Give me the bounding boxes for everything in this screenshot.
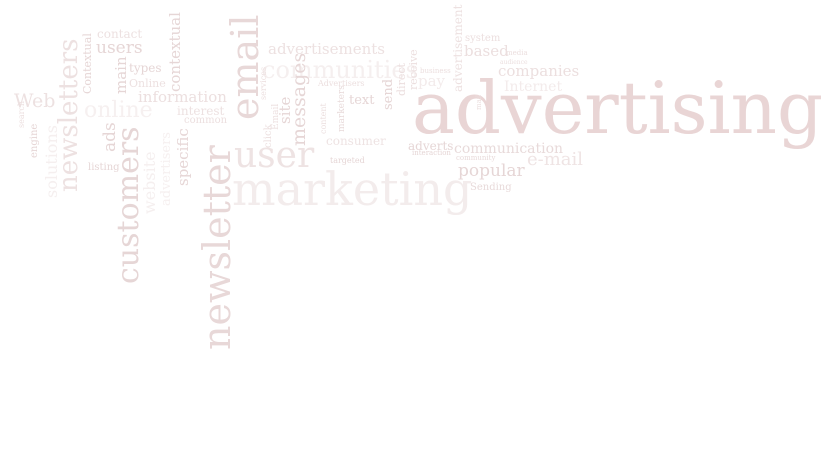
word-direct: direct <box>395 63 408 96</box>
word-audience: audience <box>500 59 528 66</box>
word-contact: contact <box>97 27 143 41</box>
word-targeted: targeted <box>330 156 365 165</box>
word-advertisers: advertisers <box>159 132 174 206</box>
word-common: common <box>184 115 228 126</box>
word-Sending: Sending <box>470 182 512 193</box>
word-popular: popular <box>458 161 525 181</box>
word-business: business <box>420 67 451 75</box>
word-ads: ads <box>100 122 120 152</box>
word-marketing: marketing <box>232 162 473 216</box>
word-content: content <box>319 103 328 134</box>
word-Email: Email <box>271 103 281 130</box>
word-adverts: adverts <box>408 139 454 153</box>
word-send: send <box>381 78 396 110</box>
word-main: main <box>112 56 130 94</box>
word-e-mail: e-mail <box>527 149 584 170</box>
word-pay: pay <box>418 72 446 90</box>
word-engine: engine <box>29 123 40 158</box>
word-advertisement: advertisement <box>451 4 465 92</box>
word-consumer: consumer <box>326 134 386 148</box>
word-Internet: Internet <box>504 79 563 95</box>
word-mail: mail <box>475 94 483 110</box>
word-companies: companies <box>498 62 580 80</box>
word-community: community <box>456 154 496 162</box>
word-information: information <box>138 88 227 106</box>
word-text: text <box>349 93 375 108</box>
word-receive: receive <box>407 49 420 90</box>
word-communities: communities <box>262 56 418 84</box>
word-online: online <box>84 98 153 123</box>
word-newsletter: newsletter <box>195 145 239 350</box>
word-communication: communication <box>454 141 564 157</box>
word-Web: Web <box>14 90 56 112</box>
word-solutions: solutions <box>42 125 61 198</box>
word-website: website <box>140 151 159 214</box>
word-search: search <box>17 100 26 128</box>
word-types: types <box>129 61 162 75</box>
word-users: users <box>96 38 143 58</box>
word-marketers: marketers <box>337 85 347 132</box>
word-contextual: contextual <box>166 12 184 92</box>
word-user: user <box>234 135 315 176</box>
word-based: based <box>464 42 509 60</box>
word-advertisements: advertisements <box>268 40 385 58</box>
word-Contextual: Contextual <box>81 33 94 94</box>
word-system: system <box>465 33 501 44</box>
word-media: media <box>506 49 528 57</box>
word-services: services <box>259 66 268 100</box>
word-Online: Online <box>129 77 166 90</box>
word-listing: listing <box>88 162 120 173</box>
word-advertising: advertising <box>412 66 824 150</box>
word-interest: interest <box>177 104 225 118</box>
word-specific: specific <box>174 128 192 186</box>
word-interaction: interaction <box>412 149 451 157</box>
word-Advertisers: Advertisers <box>318 79 365 88</box>
